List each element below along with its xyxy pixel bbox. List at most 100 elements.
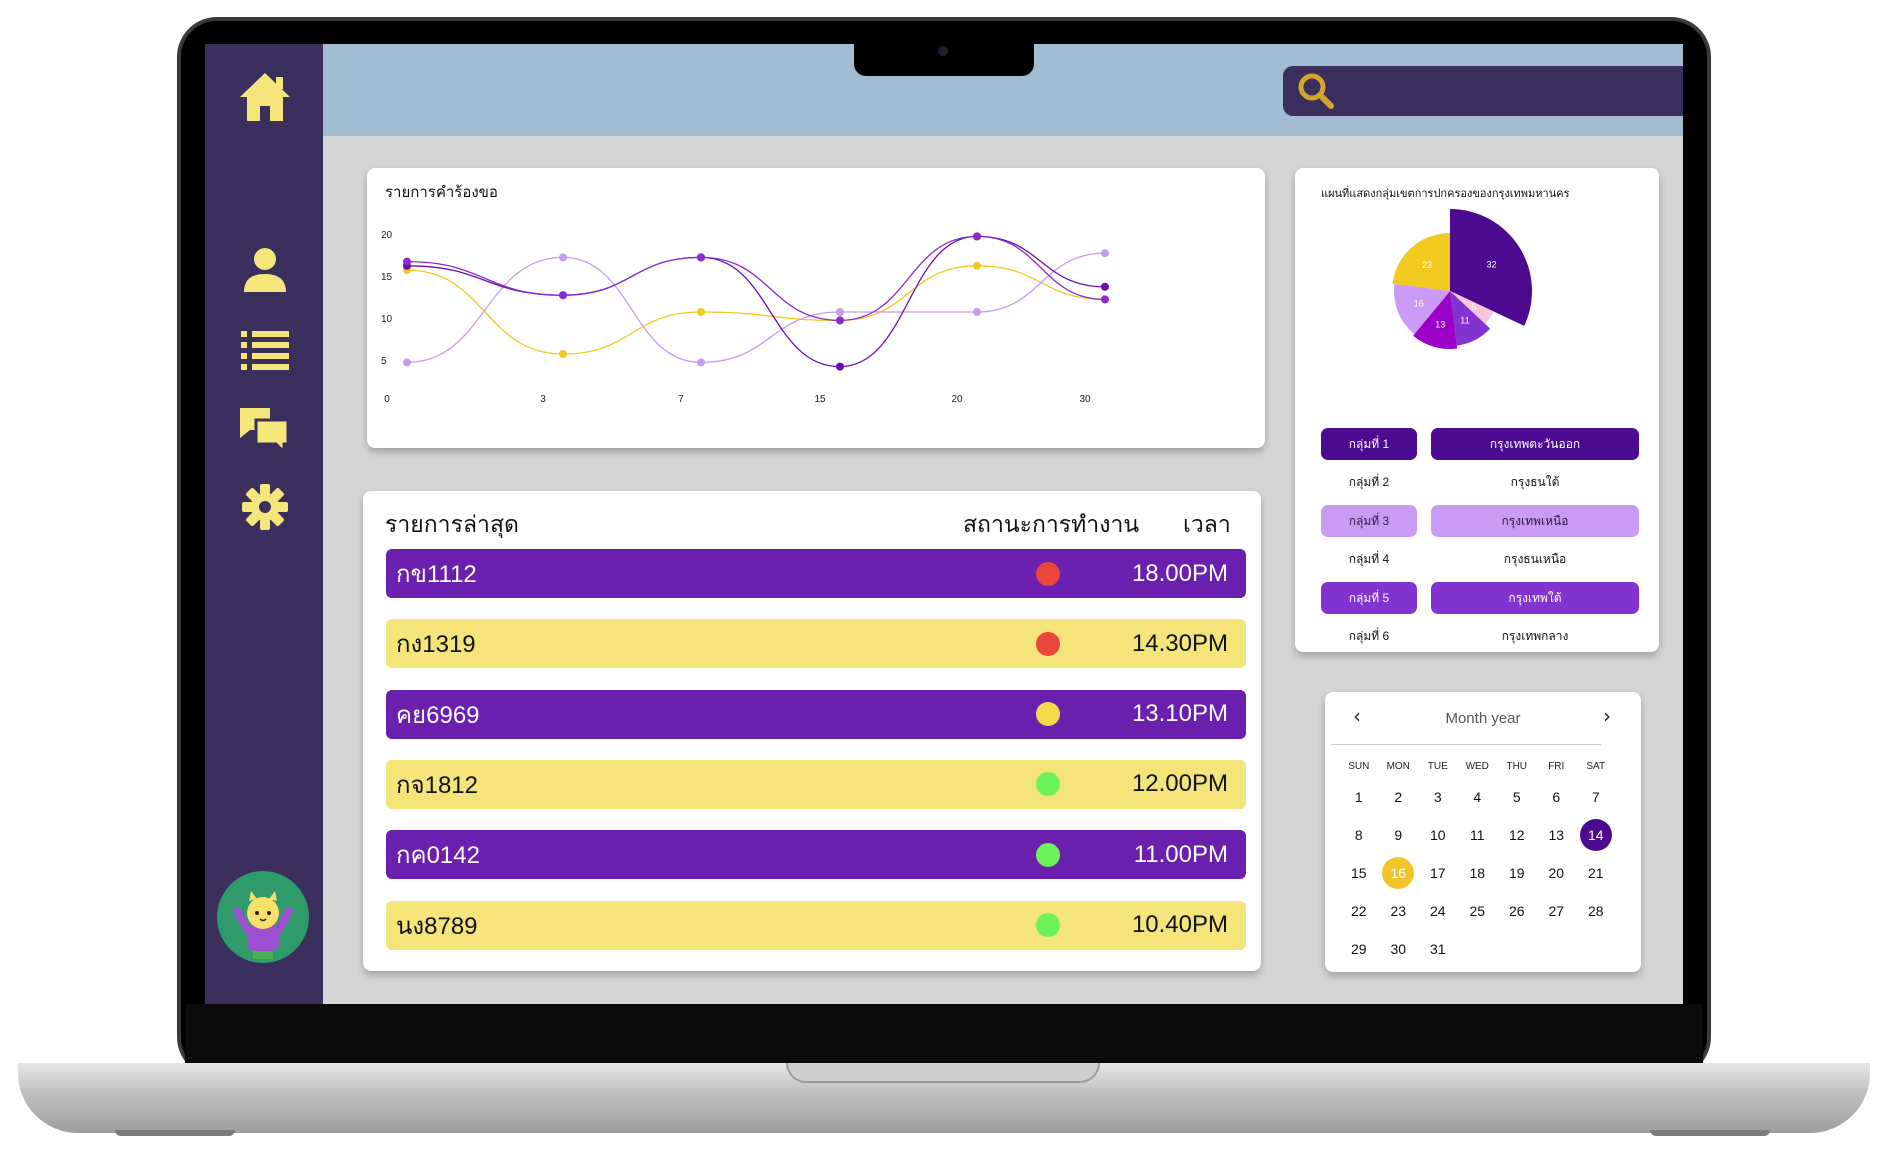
calendar-day-number: 25 (1469, 903, 1486, 919)
pie-slice[interactable] (1450, 209, 1532, 326)
data-point[interactable] (836, 362, 844, 371)
calendar-day[interactable]: 3 (1418, 778, 1458, 816)
calendar-day[interactable]: 11 (1458, 816, 1498, 854)
calendar-day-number: 22 (1350, 903, 1367, 919)
calendar-day[interactable]: 8 (1339, 816, 1379, 854)
calendar-divider (1331, 744, 1601, 745)
calendar-day[interactable]: 26 (1497, 892, 1537, 930)
data-point[interactable] (836, 308, 844, 316)
legend-group[interactable]: กลุ่มที่ 1 (1321, 428, 1417, 460)
legend-area[interactable]: กรุงเทพตะวันออก (1431, 428, 1639, 460)
legend-group[interactable]: กลุ่มที่ 2 (1348, 475, 1390, 489)
calendar-day-number: 4 (1473, 789, 1482, 805)
cal-prev-icon[interactable]: ‹ (1353, 704, 1361, 728)
request-time: 12.00PM (1131, 770, 1228, 798)
list-item[interactable]: กจ1812 12.00PM (386, 759, 1246, 809)
calendar-day[interactable]: 21 (1576, 854, 1616, 892)
pie-slice[interactable] (1450, 291, 1491, 346)
legend-area[interactable]: กรุงธนเหนือ (1503, 552, 1567, 566)
camera-icon (938, 46, 948, 56)
calendar-day[interactable]: 5 (1497, 778, 1537, 816)
calendar-day-number: 1 (1354, 789, 1363, 805)
calendar-day[interactable]: 25 (1458, 892, 1498, 930)
laptop-lip (786, 1063, 1100, 1083)
data-point[interactable] (697, 308, 705, 316)
legend-group[interactable]: กลุ่มที่ 4 (1348, 552, 1390, 566)
request-time: 14.30PM (1131, 629, 1228, 657)
data-point[interactable] (559, 253, 567, 262)
list-item[interactable]: กง1319 14.30PM (386, 619, 1246, 669)
calendar-day[interactable]: 4 (1458, 778, 1498, 816)
data-point[interactable] (403, 257, 411, 266)
legend-group[interactable]: กลุ่มที่ 6 (1348, 629, 1390, 643)
calendar-day-number: 9 (1394, 827, 1403, 843)
data-point[interactable] (836, 316, 844, 325)
calendar-day[interactable]: 23 (1379, 892, 1419, 930)
calendar-day[interactable]: 9 (1379, 816, 1419, 854)
calendar-day-number: 3 (1433, 789, 1442, 805)
legend-group[interactable]: กลุ่มที่ 5 (1321, 582, 1417, 614)
data-point[interactable] (559, 350, 567, 358)
calendar-day[interactable]: 14 (1576, 816, 1616, 854)
pie-slice[interactable] (1450, 291, 1494, 324)
calendar-day[interactable]: 18 (1458, 854, 1498, 892)
legend-area[interactable]: กรุงเทพกลาง (1501, 629, 1569, 643)
laptop-chin (185, 1004, 1703, 1064)
data-point[interactable] (697, 253, 705, 262)
data-point[interactable] (1101, 295, 1109, 304)
data-point[interactable] (973, 232, 981, 241)
calendar-day[interactable]: 12 (1497, 816, 1537, 854)
legend-area[interactable]: กรุงธนใต้ (1510, 475, 1560, 489)
list-item[interactable]: กค0142 11.00PM (386, 830, 1246, 880)
request-chart-title: รายการคำร้องขอ (385, 184, 498, 201)
list-icon[interactable] (238, 323, 292, 377)
pie-slice-label: 32 (1487, 260, 1497, 270)
calendar-day[interactable]: 13 (1537, 816, 1577, 854)
latest-list-card: รายการล่าสุด สถานะการทำงาน เวลา กข1112 18… (363, 491, 1261, 971)
calendar-day[interactable]: 17 (1418, 854, 1458, 892)
calendar-day-number: 28 (1587, 903, 1604, 919)
calendar-day-number: 20 (1548, 865, 1565, 881)
data-point[interactable] (1101, 249, 1109, 258)
legend-area[interactable]: กรุงเทพเหนือ (1431, 505, 1639, 537)
calendar-day[interactable]: 20 (1537, 854, 1577, 892)
calendar-day[interactable]: 27 (1537, 892, 1577, 930)
list-item[interactable]: กข1112 18.00PM (386, 549, 1246, 598)
list-item[interactable]: นง8789 10.40PM (386, 900, 1246, 950)
calendar-day[interactable]: 10 (1418, 816, 1458, 854)
calendar-day[interactable]: 28 (1576, 892, 1616, 930)
legend-area[interactable]: กรุงเทพใต้ (1431, 582, 1639, 614)
cal-next-icon[interactable]: › (1603, 704, 1611, 728)
calendar-day[interactable]: 30 (1379, 930, 1419, 968)
calendar-day[interactable]: 1 (1339, 778, 1379, 816)
data-point[interactable] (403, 358, 411, 367)
search-icon[interactable] (1297, 72, 1335, 110)
data-point[interactable] (559, 291, 567, 300)
calendar-day[interactable]: 2 (1379, 778, 1419, 816)
calendar-day[interactable]: 7 (1576, 778, 1616, 816)
calendar-day[interactable]: 31 (1418, 930, 1458, 968)
data-point[interactable] (697, 358, 705, 367)
user-icon[interactable] (238, 242, 292, 296)
pie-slice[interactable] (1394, 283, 1450, 335)
data-point[interactable] (1101, 282, 1109, 291)
calendar-day[interactable]: 19 (1497, 854, 1537, 892)
calendar-day[interactable]: 24 (1418, 892, 1458, 930)
search-input[interactable] (1283, 66, 1683, 116)
avatar[interactable] (217, 871, 309, 963)
calendar-weekday: SUN (1348, 761, 1370, 772)
gear-icon[interactable] (238, 480, 292, 534)
chat-icon[interactable] (238, 403, 292, 457)
pie-slice[interactable] (1413, 291, 1458, 349)
data-point[interactable] (973, 308, 981, 316)
pie-slice[interactable] (1392, 233, 1450, 291)
calendar-day[interactable]: 29 (1339, 930, 1379, 968)
calendar-day[interactable]: 22 (1339, 892, 1379, 930)
calendar-day[interactable]: 6 (1537, 778, 1577, 816)
legend-group[interactable]: กลุ่มที่ 3 (1321, 505, 1417, 537)
calendar-day[interactable]: 15 (1339, 854, 1379, 892)
data-point[interactable] (973, 261, 981, 270)
calendar-day[interactable]: 16 (1379, 854, 1419, 892)
list-item[interactable]: คย6969 13.10PM (386, 689, 1246, 739)
home-icon[interactable] (238, 70, 292, 124)
